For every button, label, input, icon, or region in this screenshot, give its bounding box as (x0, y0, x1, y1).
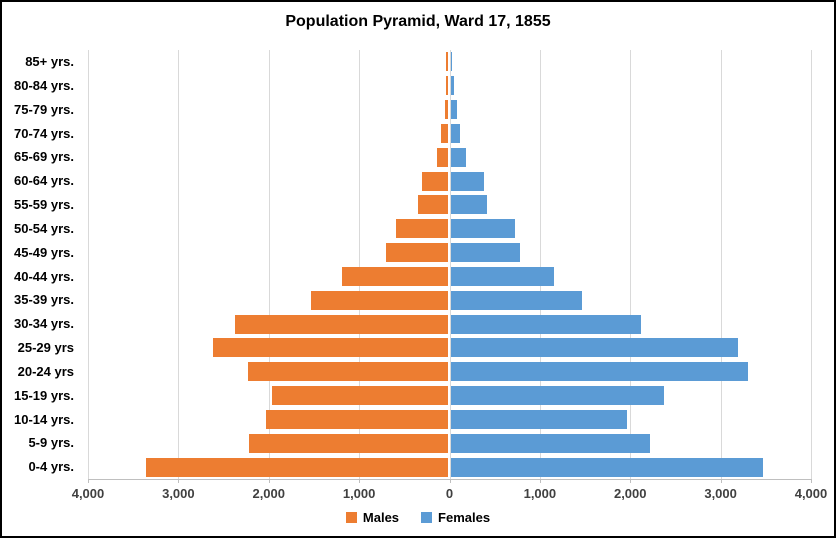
y-axis-label: 85+ yrs. (25, 54, 74, 69)
y-axis-label: 0-4 yrs. (28, 459, 74, 475)
y-axis-label: 65-69 yrs. (14, 149, 74, 165)
male-bar (446, 76, 449, 96)
y-axis-label: 40-44 yrs. (14, 268, 74, 284)
female-bar (450, 243, 520, 263)
plot-area (88, 50, 812, 483)
y-axis-label: 60-64 yrs. (14, 173, 74, 189)
x-axis-label: 1,000 (523, 486, 557, 501)
x-axis-label: 3,000 (162, 486, 195, 501)
female-bar (450, 123, 460, 143)
male-bar (445, 100, 449, 120)
male-bar (213, 338, 449, 358)
female-bar (450, 290, 582, 310)
gridline (359, 50, 361, 479)
female-bar (450, 457, 763, 477)
y-axis-label: 15-19 yrs. (14, 387, 74, 403)
axis-tick (630, 479, 632, 483)
male-bar (247, 362, 449, 382)
y-axis-label: 25-29 yrs (17, 340, 74, 355)
axis-tick (88, 479, 89, 483)
y-axis-label: 35-39 yrs. (14, 292, 74, 308)
y-axis-label: 10-14 yrs. (14, 411, 74, 427)
legend-females-label: Females (438, 510, 491, 525)
x-axis-label: 0 (445, 486, 454, 501)
male-bar (422, 171, 449, 191)
female-bar (450, 76, 455, 96)
female-bar (450, 100, 458, 120)
male-bar (266, 409, 449, 429)
chart-title: Population Pyramid, Ward 17, 1855 (285, 13, 551, 30)
females-swatch-icon (421, 512, 433, 523)
y-axis-label: 45-49 yrs. (14, 244, 74, 260)
female-bar (450, 409, 627, 429)
female-bar (450, 195, 488, 215)
male-bar (446, 52, 449, 72)
y-axis-label: 20-24 yrs (17, 363, 74, 379)
y-axis-label: 75-79 yrs. (14, 101, 74, 117)
x-axis-label: 3,000 (704, 486, 737, 501)
gridline (811, 50, 812, 479)
male-bar (441, 123, 449, 143)
gridline (268, 50, 270, 479)
axis-tick (811, 479, 812, 483)
x-axis-label: 4,000 (794, 486, 828, 501)
gridline (539, 50, 541, 479)
female-bar (450, 386, 665, 406)
male-bar (272, 386, 449, 406)
x-axis-labels: 4,000 3,000 2,000 1,000 0 1,000 2,000 3,000 4,00… (2, 486, 834, 506)
legend-entry-males: Males (345, 510, 400, 525)
legend-males-label: Males (362, 510, 400, 525)
y-axis-label: 50-54 yrs. (14, 220, 74, 236)
x-axis-label: 2,000 (613, 486, 647, 501)
axis-tick (359, 479, 361, 483)
axis-tick (178, 479, 180, 483)
legend: Males Females (2, 510, 834, 525)
female-bar (450, 362, 749, 382)
male-bar (249, 433, 449, 453)
male-bar (146, 457, 449, 477)
female-bar (450, 338, 739, 358)
y-axis-label: 5-9 yrs. (28, 435, 74, 451)
axis-tick (539, 479, 541, 483)
female-bar (450, 171, 485, 191)
gridline (449, 50, 451, 479)
y-axis-label: 80-84 yrs. (14, 77, 74, 93)
axis-tick (268, 479, 270, 483)
x-axis-label: 2,000 (252, 486, 286, 501)
male-bar (341, 266, 449, 286)
female-bar (450, 266, 554, 286)
female-bar (450, 147, 467, 167)
axis-tick (720, 479, 722, 483)
gridline (178, 50, 180, 479)
y-axis-label: 55-59 yrs. (14, 197, 74, 212)
male-bar (395, 219, 449, 239)
gridline (88, 50, 89, 479)
x-axis-label: 4,000 (71, 486, 105, 501)
legend-entry-females: Females (421, 510, 490, 525)
female-bar (450, 314, 641, 334)
female-bar (450, 433, 650, 453)
male-bar (417, 195, 449, 215)
x-axis-label: 1,000 (342, 486, 376, 501)
gridline (720, 50, 722, 479)
male-bar (437, 147, 449, 167)
y-axis-labels: 85+ yrs. 80-84 yrs. 75-79 yrs. 70-74 yrs. 65… (2, 50, 81, 479)
male-bar (310, 290, 449, 310)
male-bar (386, 243, 449, 263)
axis-tick (449, 479, 451, 483)
y-axis-label: 30-34 yrs. (14, 316, 74, 332)
female-bar (450, 219, 515, 239)
male-bar (234, 314, 449, 334)
males-swatch-icon (345, 512, 357, 523)
gridline (630, 50, 632, 479)
y-axis-label: 70-74 yrs. (14, 125, 74, 141)
